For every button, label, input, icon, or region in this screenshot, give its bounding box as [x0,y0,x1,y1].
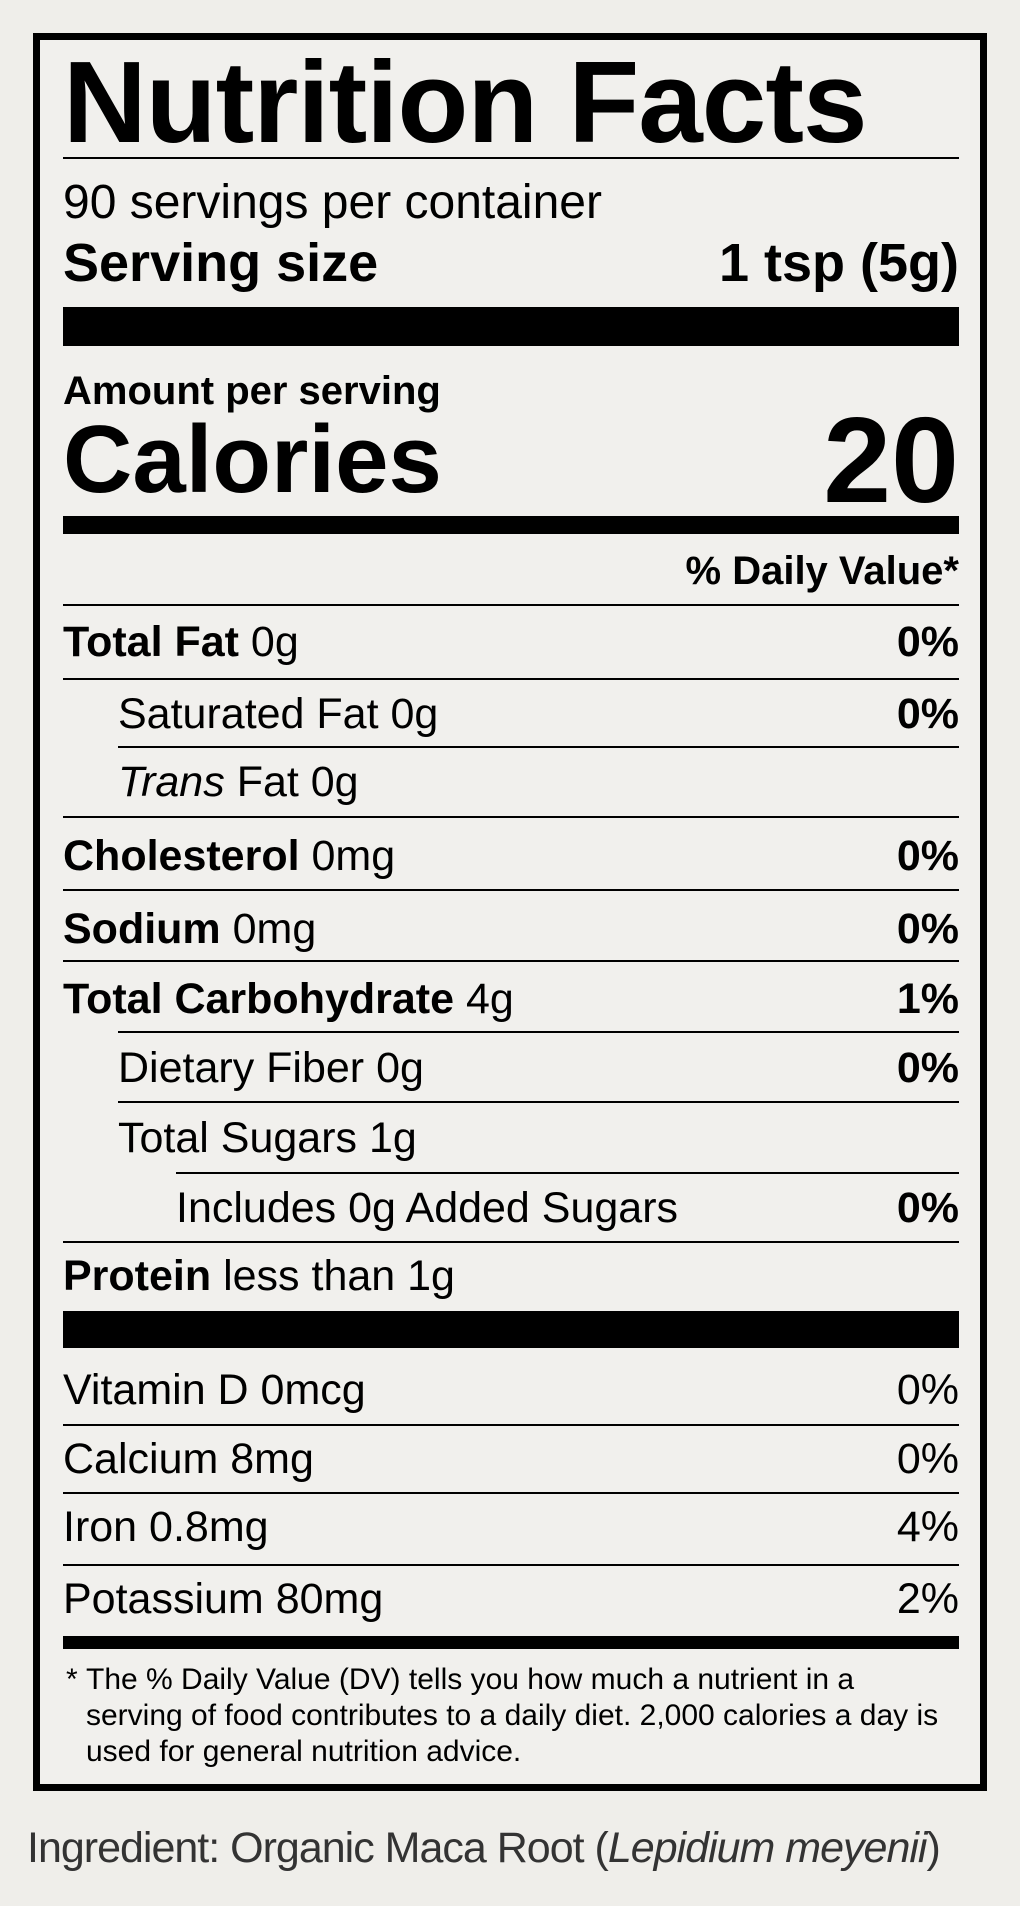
medium-bar [63,1636,959,1649]
rule [63,1241,959,1243]
rule [118,1101,959,1103]
ingredient-prefix: Ingredient: Organic Maca Root ( [27,1824,609,1872]
nutrient-dv: 0% [896,904,959,953]
vitamin-name: Vitamin D 0mcg [63,1365,366,1414]
serving-size: Serving size 1 tsp (5g) [63,233,959,293]
nutrient-prefix: Trans [118,757,225,806]
rule [63,889,959,891]
vitamin-dv: 2% [896,1574,959,1623]
nutrient-name: Dietary Fiber 0g [118,1043,424,1092]
nutrient-row: Trans Fat 0g [118,752,959,812]
dv-header-row: % Daily Value* [63,541,959,601]
nutrient-name: Total Fat [63,617,239,666]
vitamin-row: Potassium 80mg 2% [63,1569,959,1629]
nutrient-amount: 0g [250,617,299,666]
rule [63,1492,959,1494]
nutrient-row: Total Sugars 1g [118,1108,959,1168]
ingredient: Ingredient: Organic Maca Root (Lepidium … [27,1820,941,1876]
nutrient-dv: 0% [896,689,959,738]
rule [63,960,959,962]
vitamin-row: Iron 0.8mg 4% [63,1497,959,1557]
servings: 90 servings per container [63,176,602,229]
nutrient-row: Saturated Fat 0g 0% [118,684,959,744]
rule [63,816,959,818]
nutrient-name: Total Sugars 1g [118,1113,417,1162]
nutrient-row: Total Fat 0g 0% [63,612,959,672]
nutrient-dv: 0% [896,1183,959,1232]
nutrient-name: Sodium [63,904,221,953]
rule [118,1031,959,1033]
vitamin-row: Vitamin D 0mcg 0% [63,1360,959,1420]
nutrient-dv: 0% [896,617,959,666]
nutrient-name: Total Carbohydrate [63,974,455,1023]
nutrient-amount: 0mg [232,904,317,953]
nutrient-name: Fat 0g [236,757,359,806]
footnote: * The % Daily Value (DV) tells you how m… [66,1662,959,1770]
nutrient-row: Protein less than 1g [63,1246,959,1306]
ingredient-suffix: ) [926,1824,940,1872]
nutrient-row: Dietary Fiber 0g 0% [118,1038,959,1098]
nutrient-dv: 0% [896,1043,959,1092]
dv-header: % Daily Value* [685,548,959,593]
rule [63,157,959,159]
nutrient-dv: 0% [896,831,959,880]
nutrient-name: Includes 0g Added Sugars [176,1183,679,1232]
nutrient-amount: less than 1g [223,1251,455,1300]
nutrient-name: Saturated Fat 0g [118,689,439,738]
vitamin-row: Calcium 8mg 0% [63,1429,959,1489]
serving-size-label: Serving size [63,233,379,293]
calories: Calories 20 [63,392,959,528]
footnote-marker: * [66,1663,78,1696]
medium-bar [63,516,959,534]
footnote-text: The % Daily Value (DV) tells you how muc… [86,1663,939,1768]
rule [176,1172,959,1174]
vitamin-name: Potassium 80mg [63,1574,384,1623]
ingredient-scientific: Lepidium meyenii [607,1824,928,1872]
serving-size-value: 1 tsp (5g) [718,233,959,293]
vitamin-dv: 4% [896,1502,959,1551]
calories-label: Calories [63,406,442,513]
thick-bar [63,307,959,346]
vitamin-dv: 0% [896,1434,959,1483]
nutrient-dv: 1% [896,974,959,1023]
thick-bar [63,1311,959,1348]
nutrient-amount: 0mg [311,831,396,880]
nutrient-row: Cholesterol 0mg 0% [63,826,959,886]
rule [63,1424,959,1426]
amount-per-serving: Amount per serving [63,369,441,413]
nutrient-row: Sodium 0mg 0% [63,899,959,959]
vitamin-dv: 0% [896,1365,959,1414]
title: Nutrition Facts [63,37,867,167]
nutrient-name: Cholesterol [63,831,300,880]
vitamin-name: Calcium 8mg [63,1434,314,1483]
rule [63,678,959,680]
nutrient-row: Includes 0g Added Sugars 0% [176,1178,959,1238]
nutrient-row: Total Carbohydrate 4g 1% [63,969,959,1029]
rule [118,746,959,748]
nutrient-name: Protein [63,1251,212,1300]
rule [63,1564,959,1566]
rule [63,604,959,606]
vitamin-name: Iron 0.8mg [63,1502,269,1551]
calories-value: 20 [823,392,959,528]
nutrient-amount: 4g [465,974,514,1023]
